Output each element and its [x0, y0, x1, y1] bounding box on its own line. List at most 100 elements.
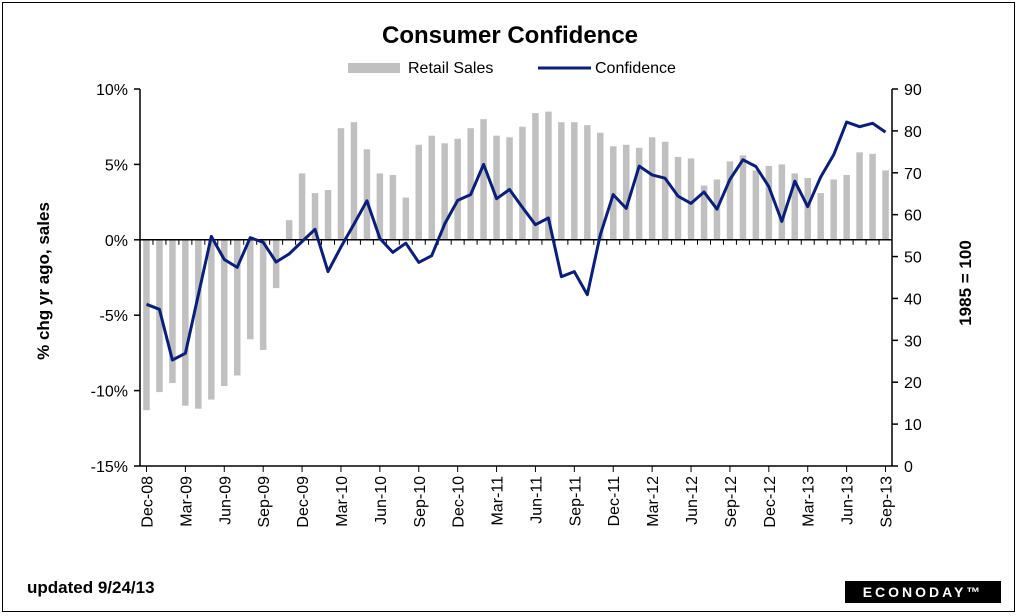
x-tick-label: Mar-13: [801, 476, 818, 527]
x-tick-label: Sep-10: [412, 476, 429, 528]
retail-sales-bar: [791, 173, 798, 240]
retail-sales-bar: [247, 239, 254, 340]
retail-sales-bar: [298, 173, 306, 240]
x-tick-label: Sep-09: [256, 476, 273, 528]
left-tick-label: 10%: [96, 82, 128, 99]
x-tick-label: Mar-09: [178, 476, 195, 527]
chart-title: Consumer Confidence: [382, 22, 638, 49]
x-tick-label: Jun-11: [528, 476, 545, 524]
retail-sales-bar: [610, 146, 617, 240]
retail-sales-bar: [415, 144, 422, 240]
x-tick-label: Mar-11: [490, 476, 507, 526]
econoday-logo-text: ECONODAY™: [863, 584, 984, 600]
retail-sales-bar: [143, 239, 150, 411]
retail-sales-bar: [778, 164, 786, 240]
right-tick-label: 80: [904, 124, 922, 141]
retail-sales-bar: [350, 122, 358, 240]
right-tick-label: 90: [904, 82, 922, 99]
legend-label-retail-sales: Retail Sales: [408, 60, 493, 77]
retail-sales-bar: [441, 143, 448, 240]
retail-sales-bar: [480, 119, 487, 240]
retail-sales-bar: [739, 155, 747, 240]
right-tick-label: 60: [904, 208, 922, 225]
left-tick-label: -5%: [100, 308, 128, 325]
retail-sales-bar: [311, 193, 319, 240]
retail-sales-bar: [402, 197, 410, 240]
retail-sales-bar: [830, 179, 837, 240]
retail-sales-bar: [752, 170, 760, 240]
left-tick-label: -10%: [91, 384, 128, 401]
x-tick-label: Dec-09: [295, 476, 312, 528]
retail-sales-bar: [493, 135, 500, 240]
x-tick-label: Jun-10: [373, 476, 390, 525]
x-tick-label: Jun-13: [840, 476, 857, 525]
retail-sales-bar: [635, 147, 643, 240]
retail-sales-bar: [532, 113, 539, 240]
right-tick-label: 20: [904, 375, 922, 392]
retail-sales-bar: [843, 175, 850, 240]
x-tick-label: Dec-12: [762, 476, 779, 528]
retail-sales-bar: [661, 141, 669, 240]
legend-label-confidence: Confidence: [595, 60, 676, 77]
left-tick-label: 0%: [105, 233, 128, 250]
legend-swatch-retail-sales: [348, 63, 400, 73]
retail-sales-bar: [571, 122, 578, 240]
retail-sales-bar: [454, 138, 461, 240]
confidence-line: [145, 120, 887, 362]
retail-sales-bar: [545, 111, 552, 240]
x-tick-label: Sep-11: [567, 476, 584, 527]
retail-sales-bar: [285, 220, 293, 240]
legend: Retail Sales Confidence: [348, 60, 676, 77]
retail-sales-bar: [208, 239, 215, 400]
retail-sales-bar: [817, 193, 824, 240]
x-tick-label: Sep-12: [723, 476, 740, 528]
x-tick-label: Dec-08: [140, 476, 157, 528]
left-axis-title: % chg yr ago, sales: [34, 202, 53, 360]
retail-sales-bar: [428, 135, 435, 240]
retail-sales-bar: [156, 239, 163, 393]
retail-sales-bar: [597, 132, 604, 240]
x-tick-label: Jun-12: [684, 476, 701, 525]
right-tick-label: 30: [904, 333, 922, 350]
tick-labels: -15% -10% -5% 0% 5% 10% 0 10 20 30 40 50 60 70 80 90 Dec…: [91, 82, 922, 528]
retail-sales-bar: [519, 126, 526, 240]
right-tick-label: 40: [904, 291, 922, 308]
retail-sales-bar: [234, 239, 241, 376]
left-tick-label: -15%: [91, 459, 128, 476]
left-tick-label: 5%: [105, 157, 128, 174]
chart-svg: Consumer Confidence Retail Sales Confide…: [27, 22, 1001, 603]
right-axis-title: 1985 = 100: [956, 240, 975, 326]
retail-sales-bar: [804, 178, 811, 240]
retail-sales-bar: [584, 125, 591, 240]
right-tick-label: 10: [904, 417, 922, 434]
retail-sales-bar: [376, 173, 384, 240]
retail-sales-bar: [856, 152, 863, 240]
axes: [134, 88, 898, 472]
retail-sales-bar: [765, 165, 773, 240]
retail-sales-bar: [259, 239, 267, 350]
right-tick-label: 70: [904, 166, 922, 183]
retail-sales-bar: [882, 170, 889, 240]
x-tick-label: Sep-13: [879, 476, 896, 528]
retail-sales-bar: [648, 137, 656, 240]
retail-sales-bar: [869, 153, 876, 240]
retail-sales-bar: [195, 239, 202, 409]
retail-sales-bar: [467, 128, 474, 240]
retail-sales-bars: [143, 111, 889, 411]
retail-sales-bar: [687, 158, 695, 240]
retail-sales-bar: [726, 161, 734, 240]
retail-sales-bar: [324, 190, 332, 240]
right-tick-label: 0: [904, 459, 913, 476]
retail-sales-bar: [623, 144, 630, 240]
x-tick-label: Jun-09: [217, 476, 234, 525]
retail-sales-bar: [674, 156, 682, 240]
x-tick-label: Mar-10: [334, 476, 351, 527]
x-tick-label: Dec-10: [451, 476, 468, 528]
retail-sales-bar: [363, 149, 371, 240]
updated-date: updated 9/24/13: [27, 578, 155, 597]
retail-sales-bar: [389, 175, 397, 240]
retail-sales-bar: [337, 128, 345, 240]
retail-sales-bar: [272, 239, 280, 289]
retail-sales-bar: [221, 239, 228, 387]
